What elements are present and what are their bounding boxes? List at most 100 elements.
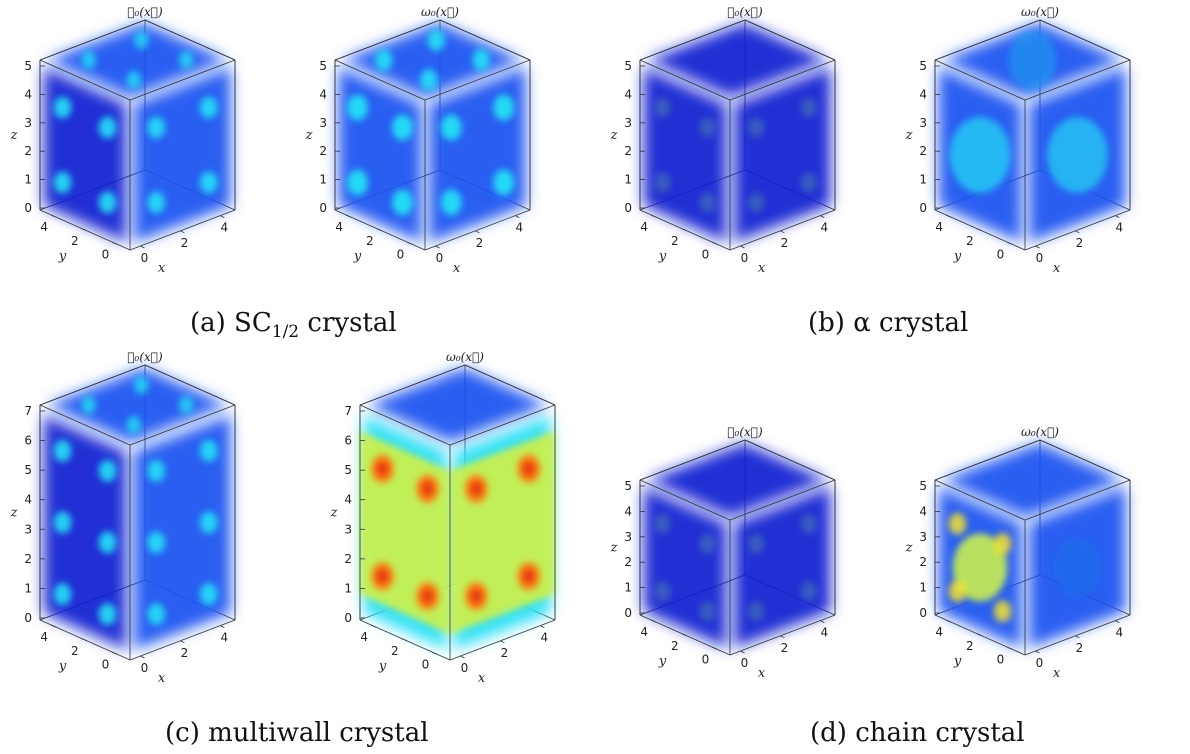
- y-tick-label: 0: [102, 657, 110, 671]
- z-tick-label: 4: [919, 87, 927, 101]
- z-tick-label: 6: [24, 434, 32, 448]
- box-edge: [39, 404, 131, 446]
- caption-a-sub: 1/2: [271, 322, 300, 343]
- caption-a-suffix: crystal: [299, 308, 397, 338]
- box-edge: [934, 479, 1026, 521]
- z-tick-label: 2: [624, 144, 632, 158]
- bright-spot: [81, 51, 96, 69]
- z-tick-label: 3: [344, 522, 352, 536]
- z-axis-label: z: [10, 506, 18, 521]
- y-tick: [81, 638, 87, 642]
- top-face: [367, 368, 548, 442]
- grey-spot: [800, 172, 817, 193]
- box-edge: [359, 404, 451, 446]
- face-glow: [949, 117, 1011, 193]
- right-face: [734, 67, 831, 243]
- hot-core: [376, 461, 389, 476]
- hot-core: [470, 481, 482, 496]
- x-tick: [1115, 620, 1120, 623]
- plot-title: 𝓑₀(x⃗): [127, 5, 163, 19]
- y-tick: [1007, 242, 1013, 245]
- y-tick-label: 2: [71, 644, 79, 658]
- x-tick-label: 0: [141, 661, 149, 675]
- z-axis: 0 1 2 3 4 5 z: [305, 59, 340, 215]
- box-edge: [449, 404, 556, 446]
- warm-spot: [948, 512, 967, 535]
- x-tick-label: 4: [1115, 221, 1123, 235]
- x-tick-label: 2: [181, 646, 189, 660]
- x-tick: [740, 650, 745, 654]
- y-tick-label: 4: [335, 220, 343, 234]
- x-tick-label: 2: [1076, 236, 1084, 250]
- x-axis-label: x: [158, 261, 166, 276]
- box-edge: [129, 209, 236, 251]
- y-tick-label: 0: [702, 247, 710, 261]
- box-edge: [359, 364, 466, 406]
- x-tick-label: 0: [141, 251, 149, 265]
- bright-spot: [147, 459, 166, 482]
- y-tick-label: 2: [671, 234, 679, 248]
- y-axis-label: y: [58, 249, 67, 264]
- bright-spot: [347, 94, 368, 121]
- box-edge: [639, 19, 746, 61]
- y-tick-label: 0: [397, 247, 405, 261]
- y-axis: 4 2 0 y: [935, 619, 1013, 669]
- hot-core: [421, 589, 434, 604]
- bright-spot: [81, 396, 96, 414]
- z-tick-label: 0: [344, 611, 352, 625]
- y-tick: [712, 647, 718, 650]
- plot-d1: 0 1 2 3 4 5 z 4 2 0 y 0 2 4 x 𝓑₀(x⃗): [610, 425, 836, 681]
- plot-d2: 0 1 2 3 4 5 z 4 2 0 y 0 2 4 x ω₀(x⃗): [905, 425, 1131, 681]
- box-edge: [729, 479, 836, 521]
- bright-spot: [199, 439, 218, 462]
- volume-render: [643, 23, 831, 243]
- caption-a-prefix: (a) SC: [190, 308, 272, 338]
- y-axis-label: y: [953, 654, 962, 669]
- bright-spot: [98, 191, 117, 214]
- box-edge: [934, 439, 1041, 481]
- x-tick: [475, 230, 480, 234]
- x-tick-label: 4: [820, 221, 828, 235]
- box-edge: [424, 209, 531, 251]
- z-tick-label: 2: [624, 555, 632, 569]
- x-tick-label: 0: [461, 661, 469, 675]
- warm-face: [952, 533, 1008, 602]
- y-tick: [401, 638, 407, 642]
- y-axis: 4 2 0 y: [40, 624, 118, 674]
- top-face: [47, 368, 228, 442]
- z-tick-label: 4: [624, 87, 632, 101]
- z-tick-label: 6: [344, 434, 352, 448]
- x-tick-label: 4: [820, 626, 828, 640]
- hot-core: [376, 569, 389, 584]
- x-tick: [180, 640, 185, 644]
- z-tick-label: 1: [344, 581, 352, 595]
- y-axis: 4 2 0 y: [640, 214, 718, 264]
- x-tick-label: 2: [1076, 641, 1084, 655]
- x-tick-label: 2: [781, 641, 789, 655]
- grey-spot: [748, 533, 765, 554]
- y-tick: [112, 652, 118, 655]
- y-tick-label: 4: [640, 625, 648, 639]
- left-face: [643, 487, 727, 648]
- x-tick: [540, 625, 545, 628]
- bright-spot: [98, 531, 117, 554]
- x-tick: [740, 245, 745, 249]
- bright-spot: [134, 31, 149, 49]
- y-tick: [51, 624, 57, 628]
- z-tick-label: 4: [344, 493, 352, 507]
- z-tick-label: 2: [24, 552, 32, 566]
- bright-spot: [493, 169, 515, 196]
- box-edge: [1024, 209, 1131, 251]
- x-tick-label: 0: [1036, 251, 1044, 265]
- x-axis: 0 2 4 x: [1035, 620, 1123, 681]
- caption-a: (a) SC1/2 crystal: [190, 308, 397, 342]
- y-tick: [51, 214, 57, 218]
- y-tick-label: 4: [40, 630, 48, 644]
- top-face: [47, 23, 228, 97]
- x-tick: [140, 655, 145, 659]
- top-face: [647, 23, 828, 97]
- z-axis: 0 1 2 3 4 5 z: [905, 59, 940, 215]
- grey-spot: [699, 601, 716, 622]
- plot-title: ω₀(x⃗): [1021, 5, 1059, 19]
